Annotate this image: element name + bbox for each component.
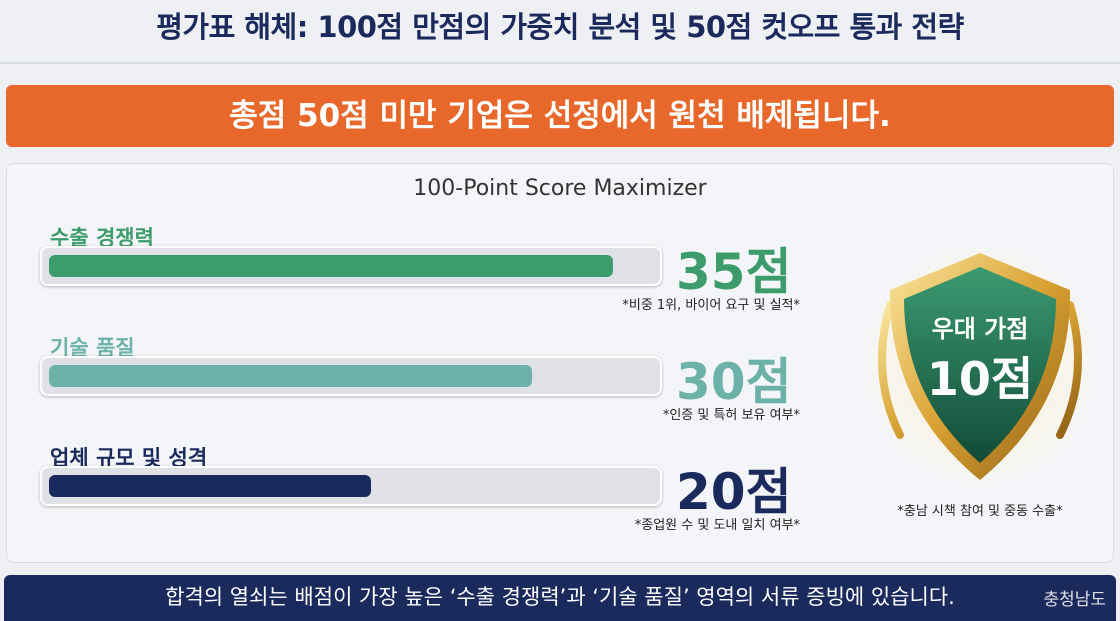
score-unit: 점 <box>745 243 792 301</box>
item-score: 35점 <box>676 232 792 304</box>
item-note: *비중 1위, 바이어 요구 및 실적* <box>622 298 800 313</box>
bar <box>49 475 372 497</box>
badge: 우대 가점 10점 <box>860 245 1100 490</box>
title: 평가표 해체: 100점 만점의 가중치 분석 및 50점 컷오프 통과 전략 <box>156 10 964 44</box>
score-value: 35 <box>676 243 746 301</box>
bar-track <box>40 466 662 506</box>
shield-face <box>904 267 1056 463</box>
score-item: 업체 규모 및 성격 20점 *종업원 수 및 도내 일치 여부* <box>40 442 810 552</box>
laurel <box>878 301 1082 439</box>
warning-banner: 총점 50점 미만 기업은 선정에서 원천 배제됩니다. <box>6 85 1114 147</box>
watermark: 충청남도 <box>1043 590 1106 610</box>
score-item: 수출 경쟁력 35점 *비중 1위, 바이어 요구 및 실적* <box>40 222 810 332</box>
badge-score: 10점 <box>927 352 1033 406</box>
bar-track <box>40 246 662 286</box>
score-unit: 점 <box>745 463 792 521</box>
item-score: 30점 <box>676 342 792 414</box>
panel-heading: 100-Point Score Maximizer <box>413 176 707 201</box>
bar <box>49 365 533 387</box>
divider <box>0 62 1120 64</box>
badge-note: *충남 시책 참여 및 중동 수출* <box>897 504 1063 519</box>
bar <box>49 255 613 277</box>
item-note: *종업원 수 및 도내 일치 여부* <box>634 518 800 533</box>
badge-label: 우대 가점 <box>932 315 1029 343</box>
bar-track <box>40 356 662 396</box>
score-item: 기술 품질 30점 *인증 및 특허 보유 여부* <box>40 332 810 442</box>
score-unit: 점 <box>745 353 792 411</box>
item-note: *인증 및 특허 보유 여부* <box>662 408 800 423</box>
footer-banner: 합격의 열쇠는 배점이 가장 높은 ‘수출 경쟁력’과 ‘기술 품질’ 영역의 … <box>4 575 1116 621</box>
score-value: 30 <box>676 353 746 411</box>
score-value: 20 <box>676 463 746 521</box>
item-score: 20점 <box>676 452 792 524</box>
